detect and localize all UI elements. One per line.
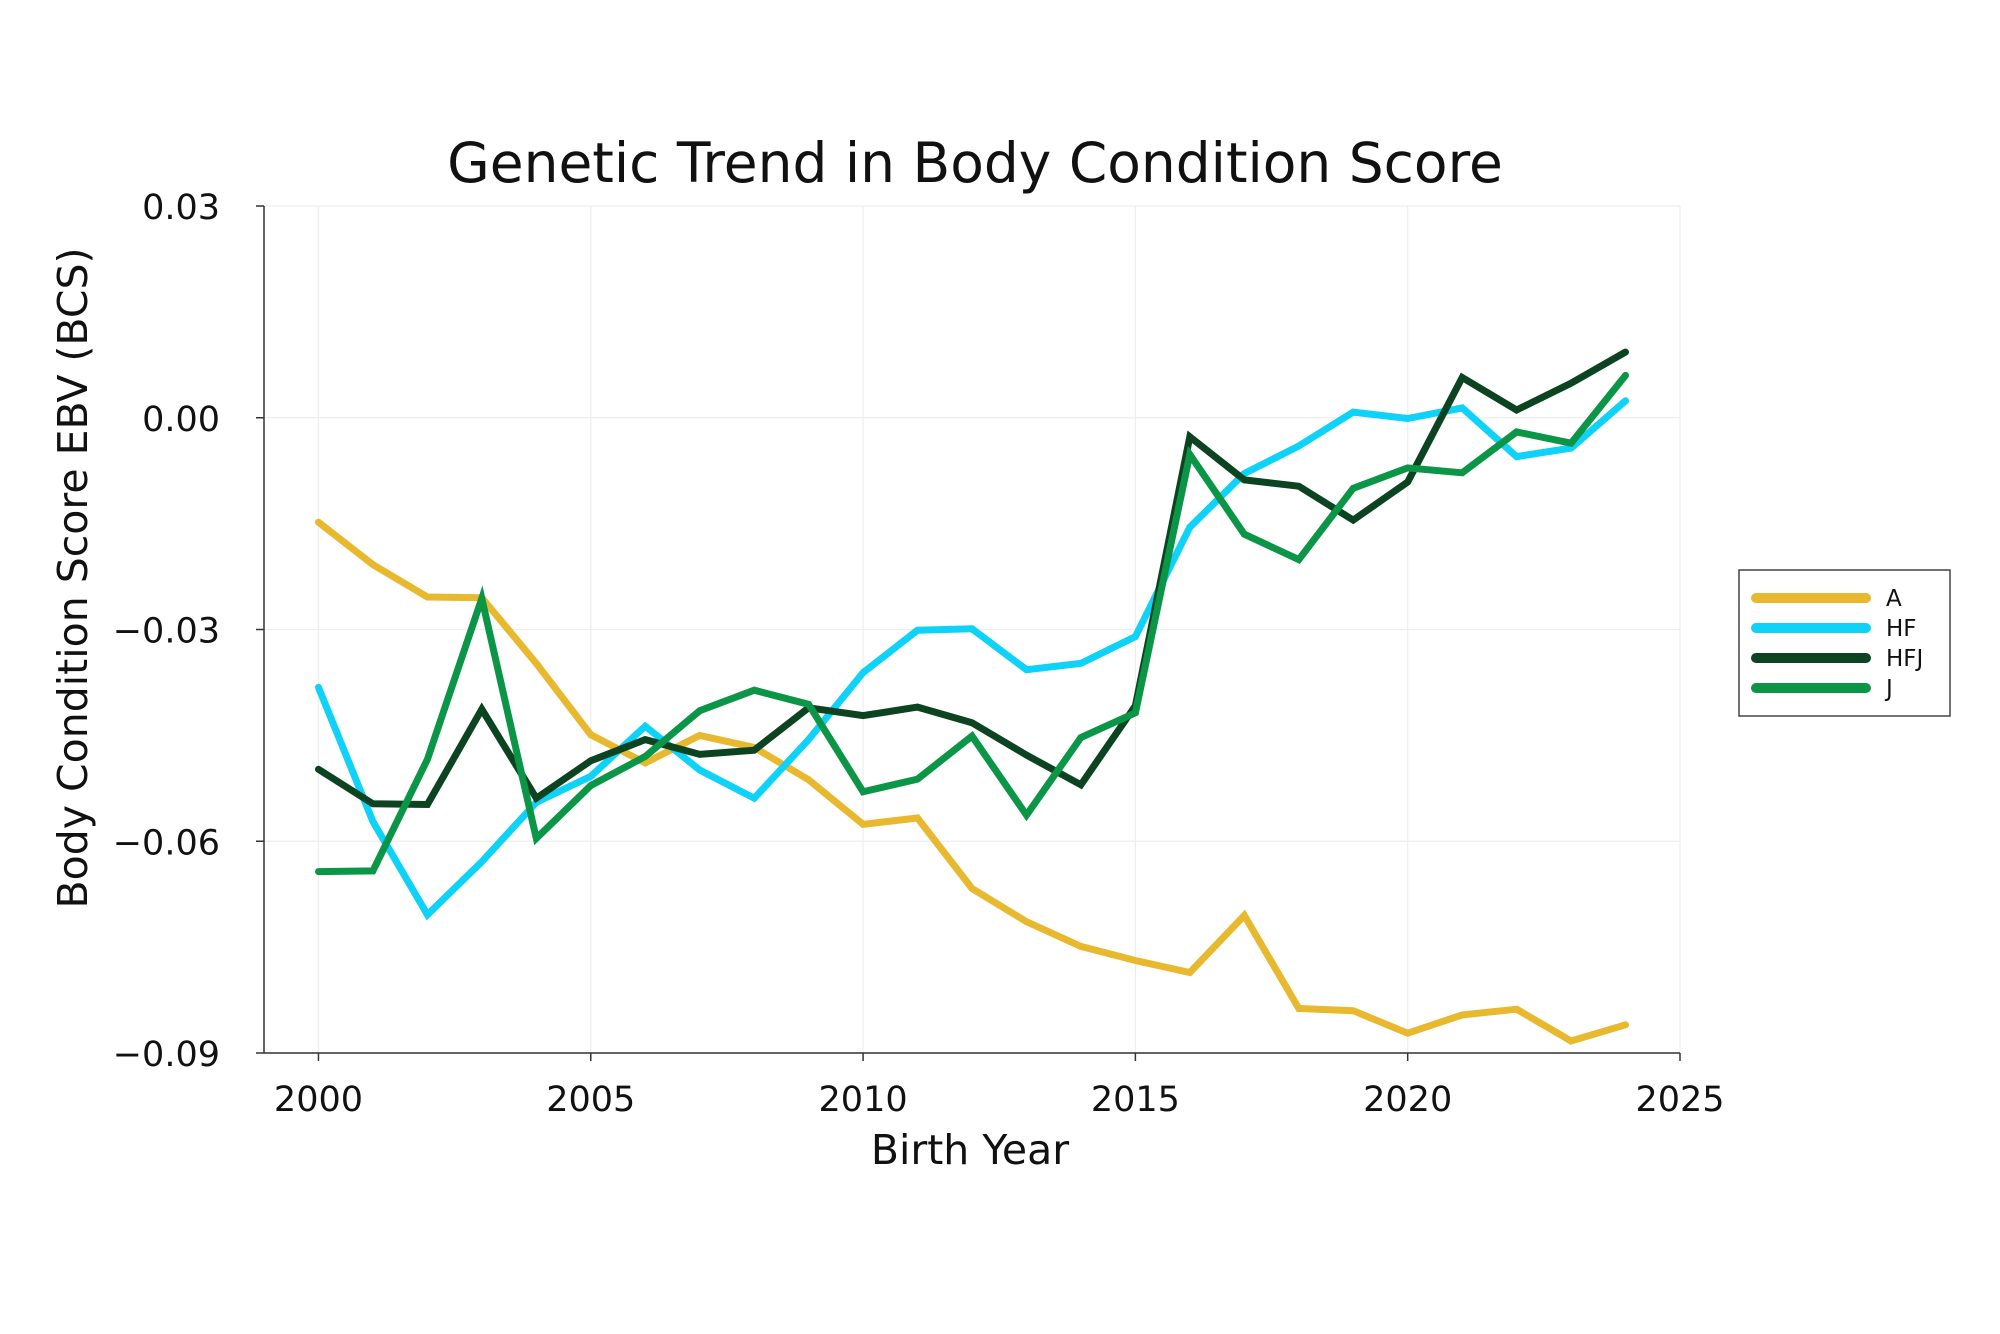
chart-title: Genetic Trend in Body Condition Score <box>447 131 1503 195</box>
legend-label-hfj: HFJ <box>1886 646 1923 672</box>
legend-box <box>1738 569 1951 717</box>
y-tick-label: 0.03 <box>142 188 220 228</box>
x-tick-label: 2015 <box>1091 1080 1180 1120</box>
series-line-hf <box>315 397 1629 921</box>
series-line-j <box>315 371 1629 876</box>
y-tick-label: −0.09 <box>113 1035 220 1075</box>
axes: 2000 2005 2010 2015 2020 2025 −0.09 −0.06 −0.03 0… <box>113 188 1725 1120</box>
legend-items: A HF HFJ J <box>1751 586 1923 702</box>
x-tick-label: 2005 <box>546 1080 635 1120</box>
legend-label-j: J <box>1884 676 1893 702</box>
x-tick-label: 2010 <box>819 1080 908 1120</box>
series-lines <box>315 348 1629 1045</box>
series-line-hfj <box>315 348 1629 809</box>
x-tick-label: 2020 <box>1363 1080 1452 1120</box>
y-tick-label: 0.00 <box>142 400 220 440</box>
y-tick-label: −0.03 <box>113 612 220 652</box>
x-tick-label: 2000 <box>274 1080 363 1120</box>
x-tick-label: 2025 <box>1635 1080 1724 1120</box>
y-tick-label: −0.06 <box>113 823 220 863</box>
legend: A HF HFJ J <box>1738 569 1951 717</box>
x-axis-title: Birth Year <box>871 1126 1069 1174</box>
y-axis-title: Body Condition Score EBV (BCS) <box>49 248 97 909</box>
legend-label-a: A <box>1886 586 1902 612</box>
legend-label-hf: HF <box>1886 616 1917 642</box>
series-line-a <box>315 518 1629 1045</box>
